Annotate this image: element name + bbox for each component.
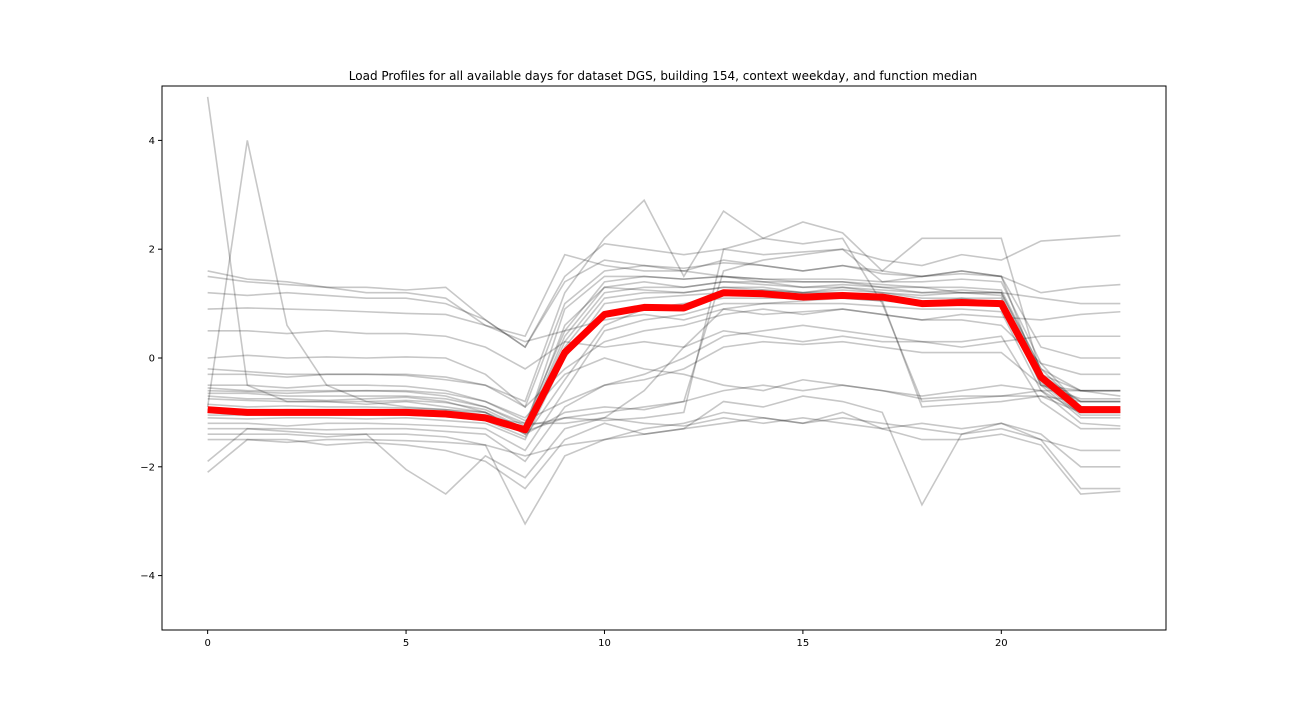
daily-profile-line (207, 395, 1121, 507)
y-tick-label: −2 (140, 462, 155, 473)
daily-profile-line (207, 289, 1121, 441)
median-line (207, 289, 1121, 434)
daily-profile-line (207, 286, 1121, 430)
daily-profile-line (207, 417, 1121, 457)
daily-profile-line (207, 308, 1121, 408)
y-tick-label: 0 (149, 354, 155, 365)
x-tick-label: 5 (403, 638, 409, 649)
daily-profile-line (207, 234, 1121, 349)
daily-profile-line (207, 357, 1121, 419)
y-tick-label: 2 (149, 245, 155, 256)
daily-profile-line (207, 275, 1121, 425)
daily-profile-line (206, 140, 1121, 430)
x-tick-label: 15 (797, 638, 810, 649)
daily-profile-line (207, 329, 1121, 370)
daily-profile-line (207, 253, 1121, 338)
chart-title: Load Profiles for all available days for… (349, 69, 977, 83)
daily-profile-line (207, 417, 1121, 496)
daily-profile-line (207, 261, 1121, 409)
x-tick-label: 0 (204, 638, 210, 649)
daily-profile-line (207, 259, 1121, 349)
y-tick-label: −4 (140, 571, 155, 582)
daily-profile-line (207, 302, 1121, 452)
daily-profile-line (206, 96, 1121, 436)
y-tick-label: 4 (149, 136, 155, 147)
median-layer (207, 289, 1121, 434)
y-axis: −4 −2 0 2 4 (140, 136, 162, 582)
daily-profile-line (207, 281, 1121, 430)
daily-profile-line (207, 297, 1121, 438)
x-tick-label: 10 (598, 638, 611, 649)
daily-profile-line (207, 198, 1121, 403)
daily-profile-line (207, 340, 1121, 422)
x-tick-label: 20 (995, 638, 1008, 649)
daily-profile-line (207, 307, 1121, 343)
x-axis: 0 5 10 15 20 (204, 630, 1008, 649)
daily-profile-line (207, 384, 1121, 427)
daily-profile-line (207, 411, 1121, 526)
daily-profile-line (207, 324, 1121, 463)
daily-profile-line (207, 248, 1121, 436)
